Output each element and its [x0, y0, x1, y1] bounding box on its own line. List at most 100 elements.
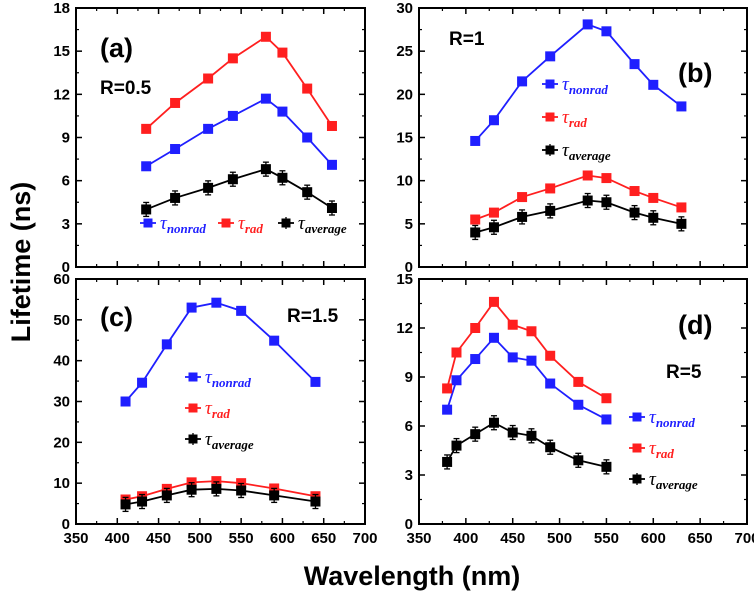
series-line-rad: [145, 35, 333, 130]
data-point-nonrad: [186, 302, 197, 313]
y-tick-label: 6: [62, 173, 70, 190]
y-tick-label: 18: [53, 0, 70, 17]
data-point-nonrad: [442, 404, 453, 415]
data-point-nonrad: [137, 377, 148, 388]
data-point-rad: [601, 173, 612, 184]
data-point-nonrad: [526, 355, 537, 366]
data-point-rad: [573, 376, 584, 387]
data-point-average: [451, 440, 462, 451]
legend-marker-rad: [632, 443, 642, 453]
data-point-average: [488, 222, 499, 233]
legend-marker-nonrad: [545, 79, 555, 89]
x-tick-label: 650: [311, 530, 336, 547]
data-point-average: [470, 227, 481, 238]
data-point-nonrad: [573, 399, 584, 410]
data-point-nonrad: [601, 26, 612, 37]
data-point-nonrad: [310, 376, 321, 387]
series-line-nonrad: [124, 301, 317, 403]
data-point-nonrad: [326, 159, 337, 170]
panel-c: 350 400 450 500 550 600 650 700 0 10 20 30 40 50 60 (c)…: [53, 271, 377, 547]
data-point-average: [545, 205, 556, 216]
data-point-rad: [211, 476, 222, 487]
panel-label: (b): [678, 58, 712, 88]
legend-marker-nonrad: [143, 218, 153, 228]
data-point-nonrad: [488, 332, 499, 343]
data-point-nonrad: [269, 335, 280, 346]
legend-marker-average: [281, 218, 291, 228]
data-point-rad: [170, 97, 181, 108]
data-point-rad: [326, 120, 337, 131]
x-tick-label: 550: [229, 530, 254, 547]
data-point-nonrad: [545, 378, 556, 389]
legend-entry-rad: τrad: [238, 213, 263, 236]
legend-subscript: average: [656, 477, 698, 492]
y-tick-label: 20: [53, 434, 70, 451]
x-tick-label: 450: [146, 530, 171, 547]
legend-entry-nonrad: τnonrad: [160, 213, 206, 236]
x-tick-label: 650: [688, 530, 713, 547]
data-point-average: [517, 211, 528, 222]
data-point-nonrad: [161, 339, 172, 350]
legend-subscript: rad: [212, 406, 231, 421]
legend-tau-symbol: τ: [205, 429, 213, 450]
panel-d: 35040045050055060065070003691215(d)R=5τn…: [396, 271, 754, 547]
data-point-average: [470, 429, 481, 440]
legend-tau-symbol: τ: [238, 213, 246, 234]
legend-subscript: nonrad: [569, 82, 609, 97]
data-point-rad: [582, 170, 593, 181]
data-point-average: [161, 490, 172, 501]
y-tick-label: 12: [53, 86, 70, 103]
data-point-average: [326, 203, 337, 214]
data-point-average: [236, 485, 247, 496]
panel-label: (a): [100, 33, 133, 63]
x-tick-label: 400: [105, 530, 130, 547]
data-point-average: [302, 187, 313, 198]
data-point-nonrad: [302, 132, 313, 143]
y-tick-label: 5: [405, 216, 413, 233]
data-point-average: [227, 174, 238, 185]
x-tick-label: 500: [547, 530, 572, 547]
data-point-nonrad: [260, 93, 271, 104]
data-point-average: [648, 212, 659, 223]
data-point-rad: [277, 47, 288, 58]
legend-marker-average: [188, 434, 198, 444]
data-point-average: [545, 442, 556, 453]
y-tick-label: 9: [405, 369, 413, 386]
legend-subscript: nonrad: [212, 375, 252, 390]
data-point-rad: [601, 393, 612, 404]
data-point-rad: [470, 323, 481, 333]
x-tick-label: 350: [63, 530, 88, 547]
x-tick-label: 600: [641, 530, 666, 547]
legend-subscript: average: [305, 221, 347, 236]
y-tick-label: 10: [53, 475, 70, 492]
data-point-rad: [227, 53, 238, 64]
data-point-rad: [442, 383, 453, 394]
data-point-nonrad: [601, 414, 612, 425]
data-point-nonrad: [141, 161, 152, 172]
y-tick-label: 0: [405, 516, 413, 533]
y-tick-label: 30: [396, 0, 413, 17]
data-point-nonrad: [170, 144, 181, 155]
data-point-rad: [141, 123, 152, 134]
data-point-average: [507, 427, 518, 438]
data-point-nonrad: [277, 106, 288, 117]
data-point-nonrad: [203, 123, 214, 134]
data-point-average: [526, 430, 537, 441]
data-point-rad: [507, 319, 518, 330]
y-tick-label: 40: [53, 353, 70, 370]
y-tick-label: 12: [396, 320, 413, 337]
legend-entry-average: τaverage: [205, 429, 254, 452]
x-tick-label: 500: [187, 530, 212, 547]
y-tick-label: 9: [62, 130, 70, 147]
data-point-rad: [648, 192, 659, 203]
data-point-rad: [203, 73, 214, 84]
legend-subscript: rad: [245, 221, 264, 236]
ratio-label: R=5: [666, 362, 702, 383]
data-point-rad: [488, 207, 499, 218]
legend-subscript: nonrad: [167, 221, 207, 236]
y-tick-label: 25: [396, 43, 413, 60]
data-point-nonrad: [470, 135, 481, 146]
data-point-average: [488, 417, 499, 428]
